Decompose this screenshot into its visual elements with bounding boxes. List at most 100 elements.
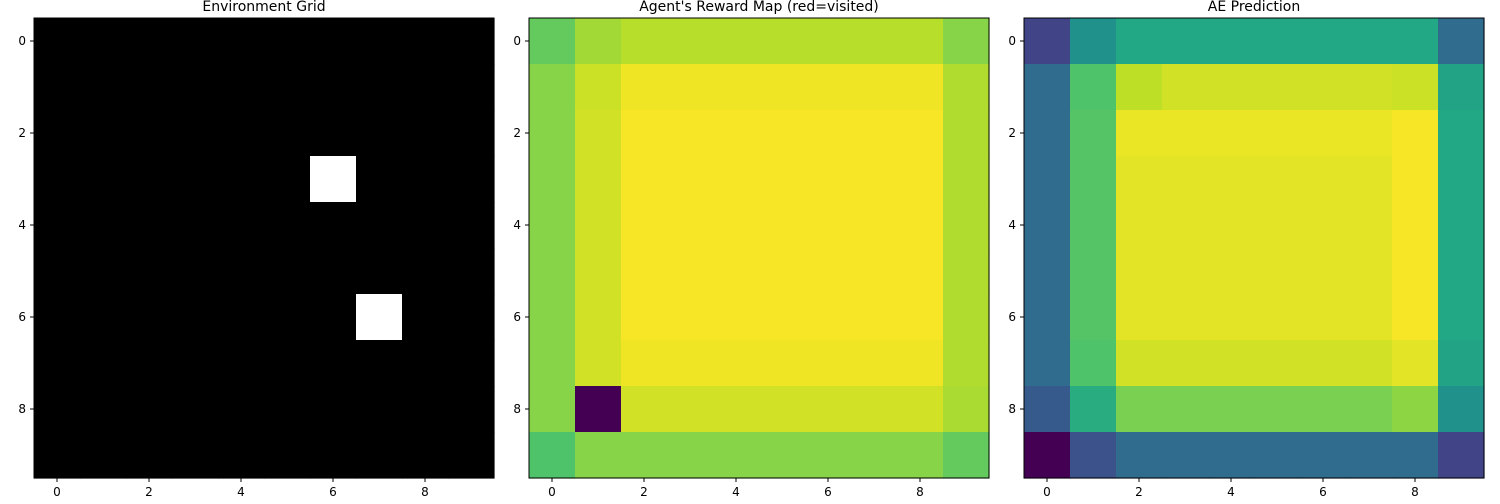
heatmap-cell	[575, 248, 622, 295]
heatmap-cell	[1208, 248, 1255, 295]
x-tick-label: 0	[53, 485, 61, 499]
panel-ae-prediction: AE Prediction 0 2 4 6 8 0 2 4 6 8	[1008, 0, 1485, 499]
heatmap-cell	[264, 294, 311, 341]
heatmap-cell	[667, 248, 714, 295]
heatmap-cell	[1208, 294, 1255, 341]
heatmap-cell	[402, 110, 449, 157]
heatmap-cell	[1162, 294, 1209, 341]
heatmap-cell	[172, 432, 219, 479]
heatmap-cell	[80, 340, 127, 387]
heatmap-cell	[897, 18, 944, 65]
y-tick-label: 4	[513, 218, 521, 232]
axis-ticks: 0 2 4 6 8 0 2 4 6 8	[513, 34, 923, 499]
heatmap-cell	[1300, 248, 1347, 295]
heatmap-cell	[1438, 248, 1485, 295]
y-tick-label: 4	[1008, 218, 1016, 232]
heatmap-cell	[356, 64, 403, 111]
heatmap-cell	[713, 202, 760, 249]
heatmap-cell	[448, 294, 495, 341]
heatmap-cell	[621, 340, 668, 387]
heatmap-cell	[1162, 432, 1209, 479]
heatmap-cell	[575, 386, 622, 433]
heatmap-cell	[575, 294, 622, 341]
heatmap-cell	[1116, 432, 1163, 479]
heatmap-cell	[529, 18, 576, 65]
heatmap-cell	[1392, 110, 1439, 157]
heatmap-cell	[1070, 386, 1117, 433]
heatmap-cell	[897, 110, 944, 157]
heatmap-cell	[713, 110, 760, 157]
heatmap-cell	[448, 432, 495, 479]
heatmap-cell	[448, 156, 495, 203]
heatmap-cell	[1392, 156, 1439, 203]
heatmap-cell	[529, 432, 576, 479]
heatmap-cell	[448, 64, 495, 111]
heatmap-cell	[805, 156, 852, 203]
heatmap-cell	[1116, 156, 1163, 203]
heatmap-cell	[805, 294, 852, 341]
heatmap-cell	[759, 294, 806, 341]
heatmap-cell	[172, 110, 219, 157]
x-tick-label: 6	[1319, 485, 1327, 499]
heatmap-cell	[805, 340, 852, 387]
heatmap-cell	[1208, 156, 1255, 203]
heatmap-cell	[1070, 156, 1117, 203]
heatmap-cell	[851, 432, 898, 479]
heatmap-cell	[80, 18, 127, 65]
heatmap-cell	[1024, 202, 1071, 249]
heatmap-cell	[575, 202, 622, 249]
heatmap-cell	[667, 432, 714, 479]
heatmap-cell	[218, 18, 265, 65]
heatmap-cell	[1392, 248, 1439, 295]
heatmap-cell	[218, 110, 265, 157]
heatmap-cell	[851, 18, 898, 65]
heatmap-cell	[1024, 248, 1071, 295]
heatmap-cell	[1438, 202, 1485, 249]
heatmap-cell	[80, 432, 127, 479]
heatmap-cell	[1116, 18, 1163, 65]
axes-frame	[33, 17, 495, 479]
heatmap-cell	[1116, 340, 1163, 387]
heatmap-cell	[34, 248, 81, 295]
heatmap-cell	[575, 156, 622, 203]
heatmap-cell	[1208, 18, 1255, 65]
heatmap-cell	[1208, 432, 1255, 479]
heatmap-cell	[851, 110, 898, 157]
heatmap-cell	[1300, 432, 1347, 479]
axis-ticks: 0 2 4 6 8 0 2 4 6 8	[18, 34, 428, 499]
heatmap-cell	[172, 64, 219, 111]
heatmap-cell	[1024, 340, 1071, 387]
heatmap-cell	[943, 18, 990, 65]
heatmap-cell	[1070, 110, 1117, 157]
heatmap-cell	[1070, 202, 1117, 249]
y-tick-label: 2	[18, 126, 26, 140]
heatmap-cell	[529, 340, 576, 387]
x-tick-label: 4	[237, 485, 245, 499]
heatmap-cell	[1346, 64, 1393, 111]
heatmap-cell	[310, 386, 357, 433]
heatmap-cell	[264, 432, 311, 479]
heatmap-cell	[1162, 110, 1209, 157]
heatmap-cell	[1346, 156, 1393, 203]
heatmap-cell	[713, 340, 760, 387]
panel-agent-reward-map: Agent's Reward Map (red=visited) 0 2 4 6 8 0 2…	[513, 0, 990, 499]
axis-ticks: 0 2 4 6 8 0 2 4 6 8	[1008, 34, 1418, 499]
heatmap-cell	[897, 202, 944, 249]
heatmap-cell	[759, 248, 806, 295]
heatmap-cell	[1346, 432, 1393, 479]
heatmap-cell	[713, 386, 760, 433]
heatmap-cell	[713, 18, 760, 65]
x-tick-label: 6	[824, 485, 832, 499]
heatmap-cell	[80, 64, 127, 111]
heatmap-cell	[897, 432, 944, 479]
panel-title: Agent's Reward Map (red=visited)	[639, 0, 879, 15]
heatmap-cell	[713, 294, 760, 341]
heatmap-cell	[356, 202, 403, 249]
heatmap-cell	[1208, 340, 1255, 387]
heatmap-cell	[1116, 64, 1163, 111]
heatmap-cell	[1346, 386, 1393, 433]
heatmap-cell	[759, 110, 806, 157]
y-tick-label: 8	[1008, 402, 1016, 416]
x-tick-label: 0	[1043, 485, 1051, 499]
heatmap-cell	[575, 110, 622, 157]
